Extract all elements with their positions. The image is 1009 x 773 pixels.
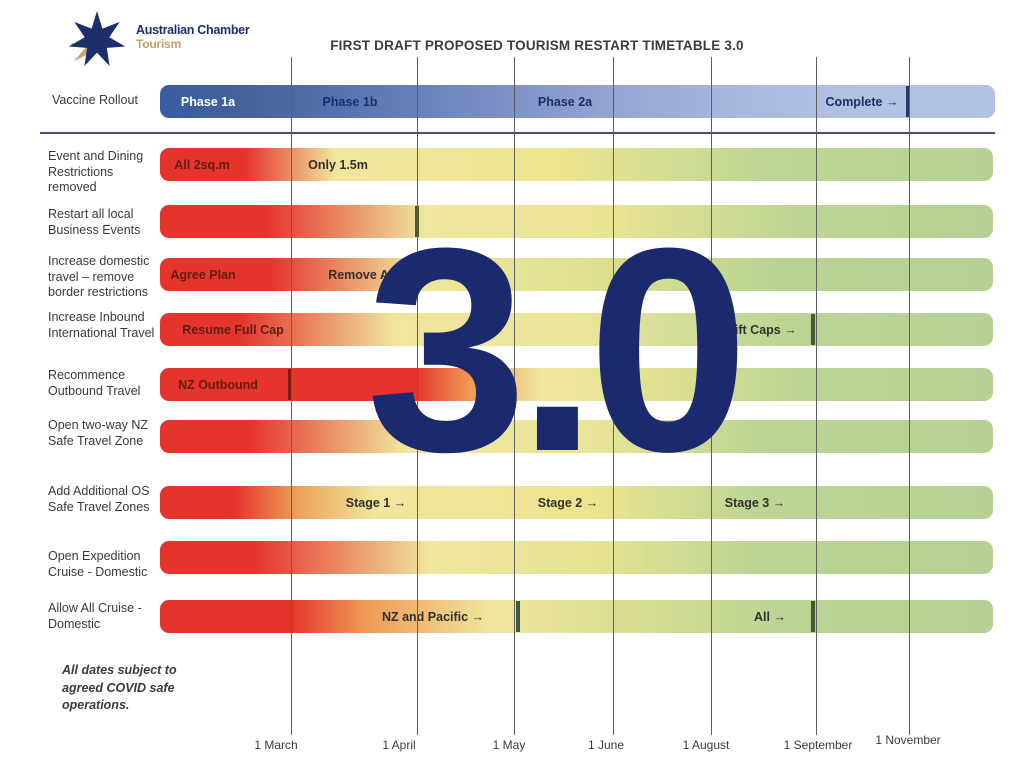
gridline-1-june: [613, 57, 614, 735]
gridline-1-september: [816, 57, 817, 735]
row-label-os-safe-travel-zones: Add Additional OS Safe Travel Zones: [48, 484, 150, 514]
milestone-agree-plan: Agree Plan: [170, 267, 236, 282]
bar-outbound-travel: NZ Outbound: [160, 368, 993, 401]
axis-label-1-may: 1 May: [492, 738, 526, 752]
axis-label-1-june: 1 June: [587, 738, 625, 752]
logo-division-name: Tourism: [136, 36, 182, 51]
milestone-nz-and-pacific: NZ and Pacific →: [381, 609, 485, 624]
milestone-all: All →: [754, 609, 786, 624]
vaccine-rollout-bar: Phase 1a Phase 1b Phase 2a Complete →: [160, 85, 995, 118]
axis-label-1-march: 1 March: [254, 738, 298, 752]
bar-nz-safe-travel-zone: [160, 420, 993, 453]
axis-label-1-april: 1 April: [382, 738, 416, 752]
milestone-phase-2a: Phase 2a: [537, 94, 593, 109]
row-label-outbound-travel: Recommence Outbound Travel: [48, 368, 141, 398]
milestone-stage-3: Stage 3 →: [724, 495, 786, 510]
milestone-nz-outbound: NZ Outbound: [178, 377, 258, 392]
row-label-event-dining: Event and Dining Restrictions removed: [48, 149, 144, 195]
milestone-stage-1: Stage 1 →: [345, 495, 407, 510]
milestone-phase-1b: Phase 1b: [322, 94, 378, 109]
bar-os-safe-travel-zones: Stage 1 → Stage 2 → Stage 3 →: [160, 486, 993, 519]
bar-inbound-international: Resume Full Cap Lift Caps →: [160, 313, 993, 346]
bar-event-dining: All 2sq.m Only 1.5m: [160, 148, 993, 181]
page-title: FIRST DRAFT PROPOSED TOURISM RESTART TIM…: [330, 38, 744, 53]
milestone-tick: [516, 601, 520, 632]
milestone-tick: [811, 601, 815, 632]
logo-org-name: Australian Chamber: [136, 23, 250, 37]
bar-expedition-cruise: [160, 541, 993, 574]
milestone-tick: [288, 369, 292, 400]
gridline-1-may: [514, 57, 515, 735]
axis-label-1-september: 1 September: [783, 738, 853, 752]
milestone-all-2sqm: All 2sq.m: [174, 157, 230, 172]
milestone-resume-full-cap: Resume Full Cap: [182, 322, 284, 337]
row-label-inbound-international: Increase Inbound International Travel: [48, 310, 155, 340]
footnote: All dates subject to agreed COVID safe o…: [62, 663, 177, 712]
milestone-only-1-5m: Only 1.5m: [308, 157, 368, 172]
milestone-phase-1a: Phase 1a: [180, 94, 236, 109]
row-label-all-cruise: Allow All Cruise - Domestic: [48, 601, 142, 631]
row-label-expedition-cruise: Open Expedition Cruise - Domestic: [48, 549, 148, 579]
gridline-1-march: [291, 57, 292, 735]
row-label-domestic-travel: Increase domestic travel – remove border…: [48, 254, 150, 300]
bar-all-cruise: NZ and Pacific → All →: [160, 600, 993, 633]
logo-text: Australian Chamber Tourism: [136, 23, 250, 51]
bar-restart-business-events: [160, 205, 993, 238]
milestone-stage-2: Stage 2 →: [537, 495, 599, 510]
milestone-remove-all: Remove All →: [328, 267, 412, 282]
gridline-1-august: [711, 57, 712, 735]
gridline-1-november: [909, 57, 910, 735]
bar-domestic-travel: Agree Plan Remove All →: [160, 258, 993, 291]
federation-star-icon: [68, 10, 126, 67]
milestone-tick: [906, 86, 910, 117]
row-label-vaccine-rollout: Vaccine Rollout: [52, 93, 138, 107]
milestone-complete: Complete →: [825, 94, 899, 109]
logo: Australian Chamber Tourism: [66, 8, 250, 72]
section-divider: [40, 132, 995, 134]
row-label-restart-business-events: Restart all local Business Events: [48, 207, 141, 237]
axis-label-1-november: 1 November: [875, 733, 941, 747]
row-label-nz-safe-travel-zone: Open two-way NZ Safe Travel Zone: [48, 418, 149, 448]
milestone-lift-caps: Lift Caps →: [727, 322, 797, 337]
milestone-tick: [811, 314, 815, 345]
gridline-1-april: [417, 57, 418, 735]
axis-label-1-august: 1 August: [682, 738, 730, 752]
version-watermark: 3.0: [366, 188, 749, 512]
